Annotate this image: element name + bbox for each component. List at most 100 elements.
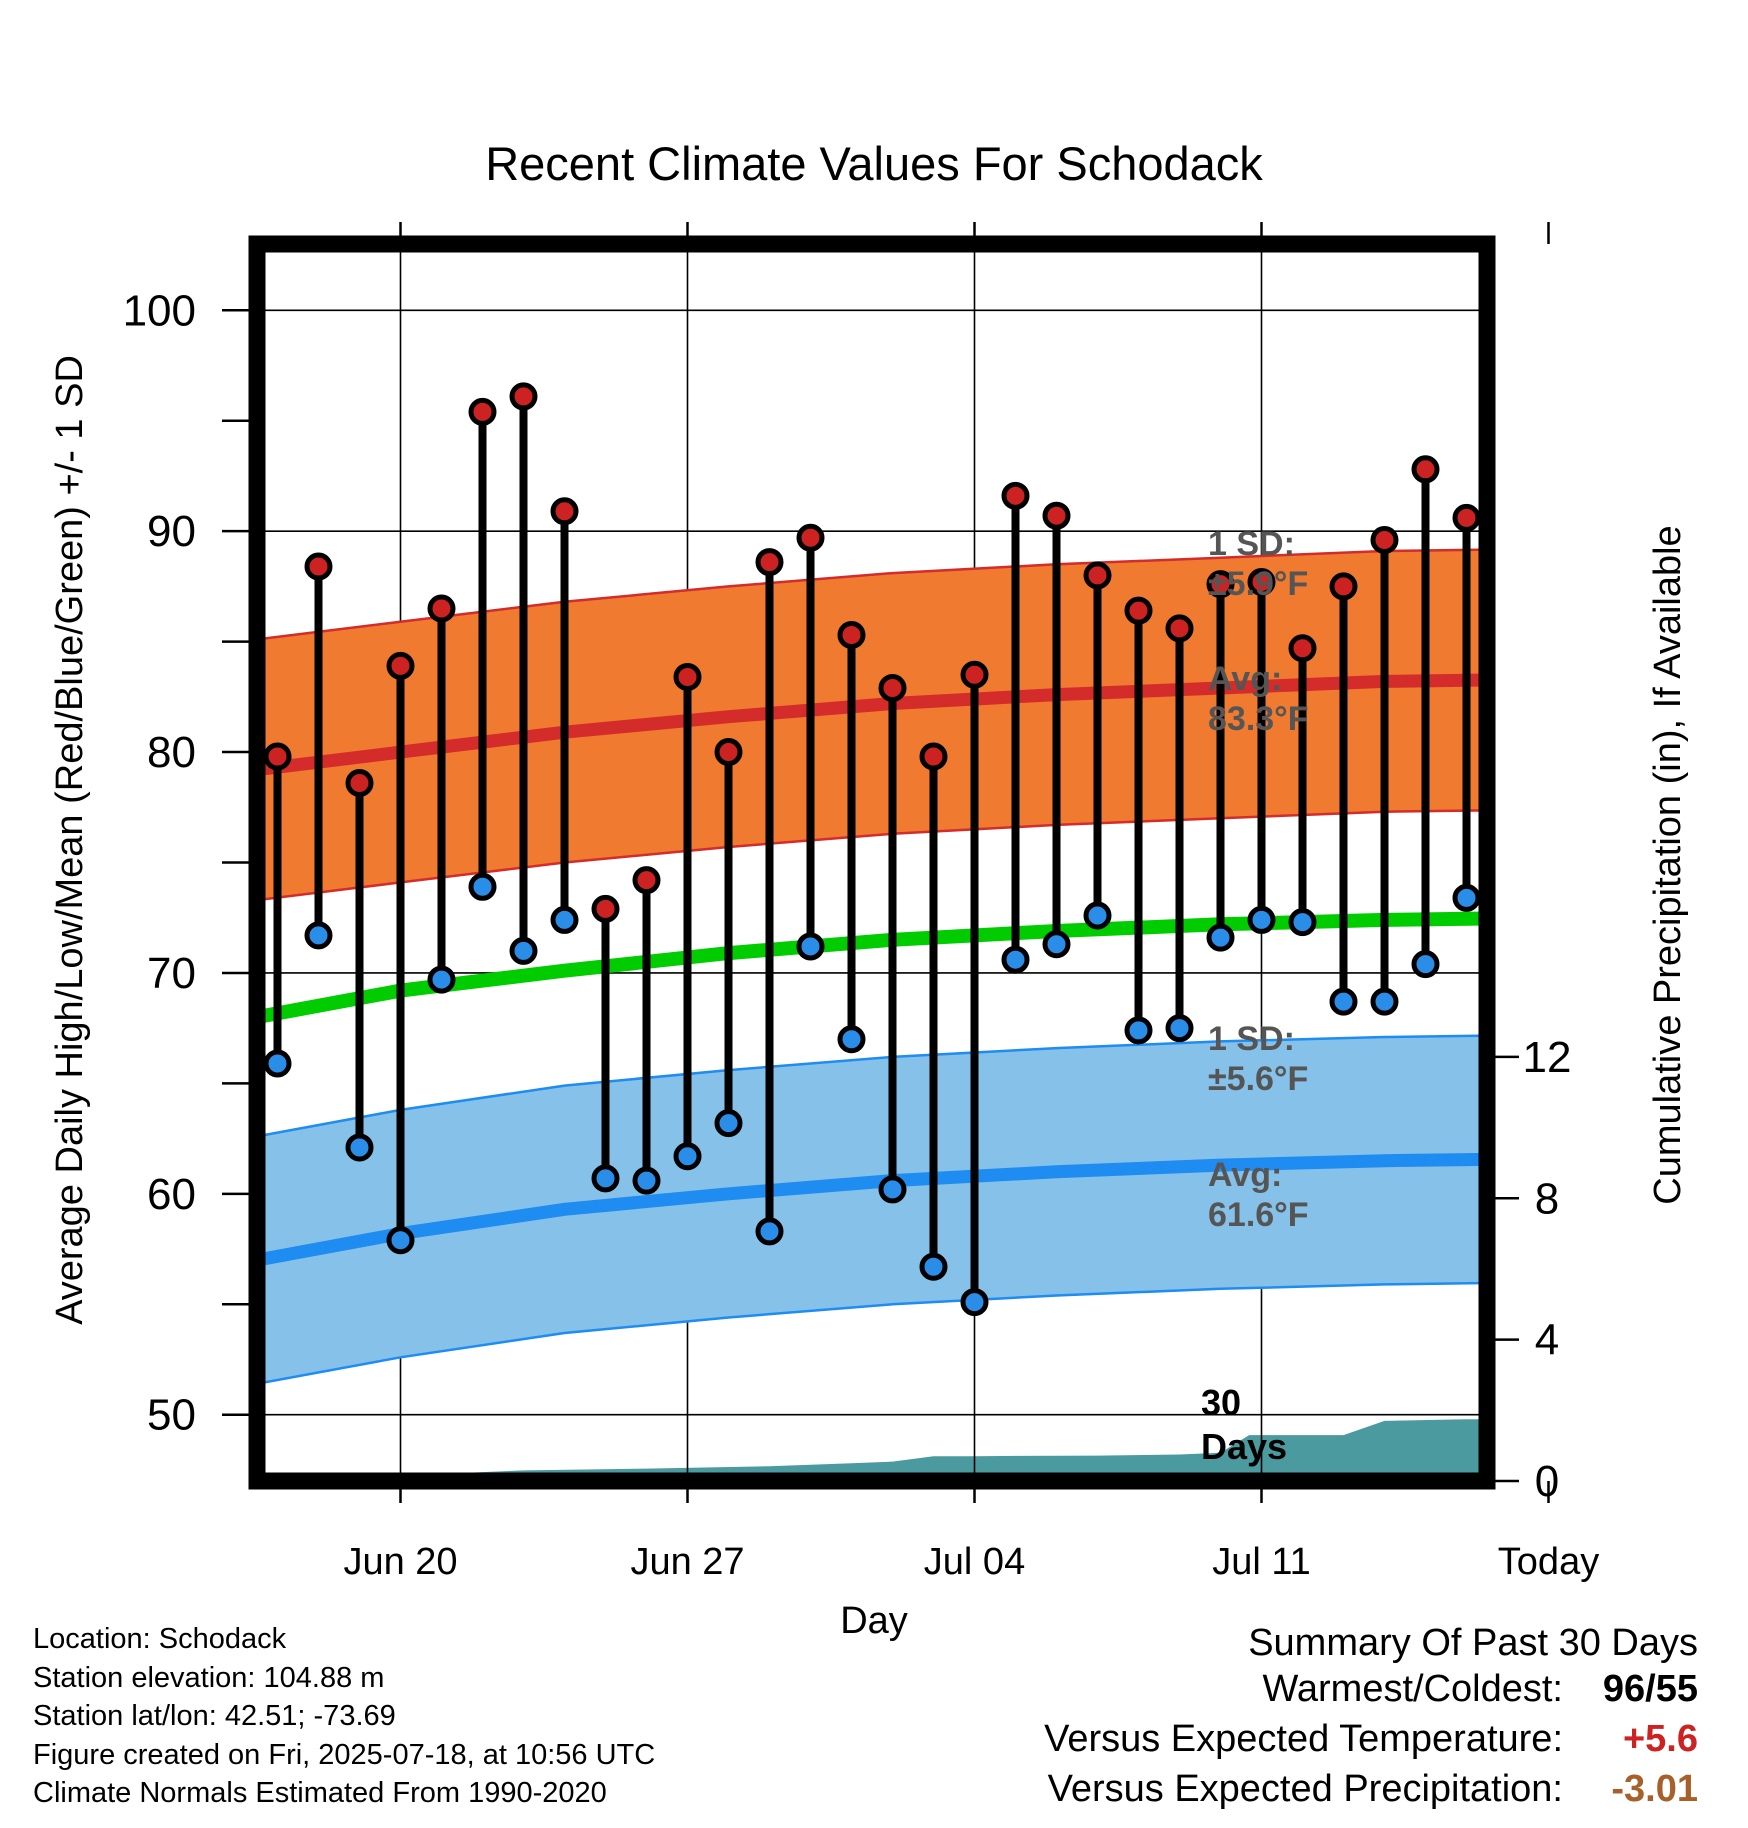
high-avg-annotation: Avg: 83.3°F: [1208, 660, 1309, 738]
low-avg-annotation-line1: Avg:: [1208, 1156, 1282, 1194]
y2-tick-label: 0: [1535, 1457, 1559, 1506]
high-sd-annotation: 1 SD: ±5.9°F: [1208, 525, 1308, 603]
daily-high-point: [1042, 501, 1071, 530]
daily-high-point: [1411, 455, 1440, 484]
x-tick-label: Jun 20: [343, 1541, 457, 1583]
daily-high-point: [755, 548, 784, 577]
normal-mean-line: [257, 911, 1487, 1024]
x-axis-label: Day: [840, 1600, 908, 1642]
daily-high-point: [878, 673, 907, 702]
y-axis-label: Average Daily High/Low/Mean (Red/Blue/Gr…: [49, 355, 91, 1325]
avg-high-marker: [1535, 665, 1563, 693]
created-text: Figure created on Fri, 2025-07-18, at 10…: [33, 1738, 656, 1771]
y-tick-label: 60: [147, 1170, 196, 1219]
warmest-coldest-value: 96/55: [1602, 1668, 1698, 1710]
x-tick-label: Jul 04: [924, 1541, 1025, 1583]
daily-high-point: [632, 866, 661, 895]
daily-high-point: [714, 738, 743, 767]
daily-high-point: [304, 552, 333, 581]
plot-inner: [257, 244, 1563, 1481]
precipitation-area: [257, 1419, 1487, 1481]
low-avg-annotation: Avg: 61.6°F: [1208, 1156, 1309, 1234]
daily-high-point: [837, 620, 866, 649]
daily-low-point: [919, 1252, 948, 1281]
low-avg-annotation-line2: 61.6°F: [1208, 1196, 1309, 1234]
daily-low-point: [263, 1049, 292, 1078]
daily-low-point: [632, 1166, 661, 1195]
y-tick-label: 70: [147, 949, 196, 998]
daily-low-point: [673, 1142, 702, 1171]
y-tick-label: 100: [123, 286, 196, 335]
x-tick-label: Jun 27: [630, 1541, 744, 1583]
daily-high-point: [796, 523, 825, 552]
warmest-coldest-label: Warmest/Coldest:: [1262, 1668, 1563, 1710]
x-tick-label: Today: [1498, 1541, 1599, 1583]
high-avg-annotation-line1: Avg:: [1208, 660, 1282, 698]
precip-anomaly-value: -3.01: [1611, 1768, 1698, 1810]
daily-low-point: [550, 905, 579, 934]
daily-high-point: [1165, 614, 1194, 643]
low-sd-annotation: 1 SD: ±5.6°F: [1208, 1020, 1308, 1098]
daily-low-point: [1370, 987, 1399, 1016]
location-text: Location: Schodack: [33, 1623, 287, 1655]
daily-low-point: [345, 1133, 374, 1162]
daily-high-point: [919, 742, 948, 771]
daily-low-point: [509, 936, 538, 965]
warmest-value: 96: [1602, 1668, 1646, 1710]
y-tick-label: 80: [147, 728, 196, 777]
today-count-line1: 30: [1201, 1382, 1241, 1423]
y2-axis-label: Cumulative Precipitation (in), If Availa…: [1647, 525, 1689, 1204]
low-sd-annotation-line1: 1 SD:: [1208, 1020, 1295, 1058]
temp-anomaly-value: +5.6: [1622, 1718, 1698, 1760]
high-sd-annotation-line2: ±5.9°F: [1208, 565, 1308, 603]
daily-high-point: [1206, 570, 1235, 599]
daily-low-point: [1042, 930, 1071, 959]
daily-high-point: [1247, 567, 1276, 596]
daily-low-point: [1206, 923, 1235, 952]
warmest-coldest-row: Warmest/Coldest: 96/55: [1044, 1668, 1698, 1718]
daily-high-point: [386, 651, 415, 680]
normals-text: Climate Normals Estimated From 1990-2020: [33, 1777, 607, 1809]
temp-anomaly-row: Versus Expected Temperature: +5.6: [1044, 1718, 1698, 1768]
daily-high-point: [1329, 572, 1358, 601]
daily-high-point: [468, 397, 497, 426]
low-sd-annotation-line2: ±5.6°F: [1208, 1060, 1308, 1098]
daily-low-point: [1288, 908, 1317, 937]
temp-anomaly-label: Versus Expected Temperature:: [1044, 1718, 1563, 1760]
x-tick-label: Jul 11: [1212, 1541, 1311, 1583]
today-count-line2: Days: [1201, 1426, 1287, 1467]
daily-high-point: [263, 742, 292, 771]
y-tick-label: 50: [147, 1391, 196, 1440]
y-tick-label: 90: [147, 507, 196, 556]
daily-low-point: [468, 872, 497, 901]
daily-low-point: [1452, 883, 1481, 912]
daily-low-point: [796, 932, 825, 961]
daily-low-point: [304, 921, 333, 950]
precip-anomaly-row: Versus Expected Precipitation: -3.01: [1044, 1768, 1698, 1818]
low-sd-upper-edge: [257, 1034, 1487, 1138]
daily-low-point: [878, 1175, 907, 1204]
today-count-annotation: 30 Days: [1201, 1382, 1287, 1467]
daily-high-point: [591, 894, 620, 923]
precip-anomaly-label: Versus Expected Precipitation:: [1047, 1768, 1563, 1810]
daily-high-point: [673, 662, 702, 691]
daily-low-point: [1083, 901, 1112, 930]
daily-low-point: [427, 965, 456, 994]
daily-high-point: [960, 660, 989, 689]
daily-low-point: [1329, 987, 1358, 1016]
elevation-text: Station elevation: 104.88 m: [33, 1661, 385, 1694]
daily-low-point: [386, 1226, 415, 1255]
daily-high-point: [1288, 634, 1317, 663]
daily-high-point: [509, 382, 538, 411]
y2-tick-label: 8: [1535, 1174, 1559, 1223]
daily-high-point: [427, 594, 456, 623]
daily-low-point: [837, 1025, 866, 1054]
latlon-text: Station lat/lon: 42.51; -73.69: [33, 1700, 396, 1732]
high-sd-annotation-line1: 1 SD:: [1208, 525, 1295, 563]
daily-high-point: [1083, 561, 1112, 590]
high-sd-upper-edge: [257, 548, 1487, 641]
daily-low-point: [1165, 1014, 1194, 1043]
daily-low-point: [1247, 905, 1276, 934]
daily-high-point: [1001, 481, 1030, 510]
